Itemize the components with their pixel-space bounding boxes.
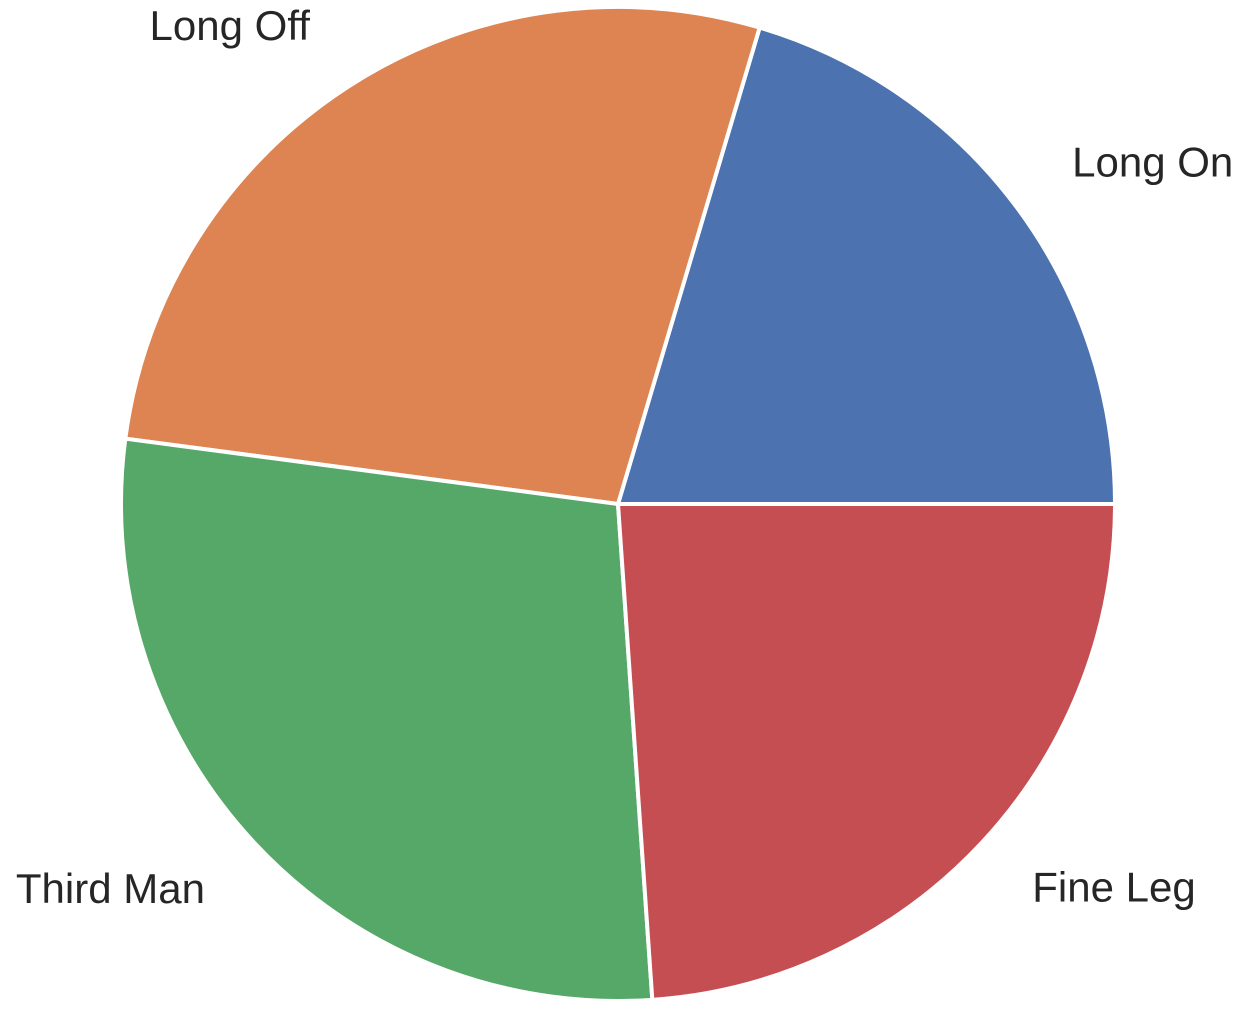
pie-slices xyxy=(119,5,1118,1003)
slice-label-third-man: Third Man xyxy=(16,865,205,912)
pie-slice-long-off xyxy=(123,5,763,507)
slice-label-fine-leg: Fine Leg xyxy=(1032,864,1195,911)
pie-slice-long-on xyxy=(615,25,1118,506)
pie-slice-fine-leg xyxy=(615,502,1118,1002)
pie-labels: Long On Long Off Third Man Fine Leg xyxy=(16,2,1233,912)
slice-label-long-off: Long Off xyxy=(150,2,311,49)
slice-label-long-on: Long On xyxy=(1072,138,1233,185)
pie-slice-third-man xyxy=(119,436,655,1003)
